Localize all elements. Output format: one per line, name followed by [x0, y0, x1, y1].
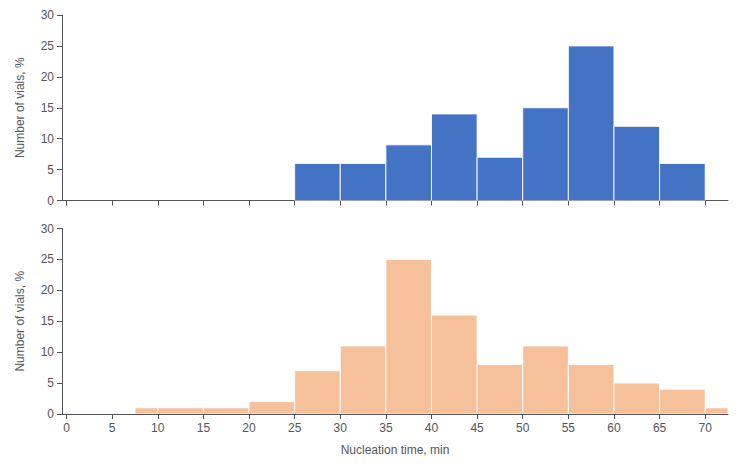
svg-text:35: 35	[379, 421, 393, 435]
svg-text:25: 25	[288, 421, 302, 435]
svg-text:Number of vials, %: Number of vials, %	[13, 57, 27, 158]
svg-text:30: 30	[41, 222, 55, 236]
svg-text:20: 20	[41, 283, 55, 297]
svg-text:20: 20	[41, 70, 55, 84]
svg-text:45: 45	[470, 421, 484, 435]
svg-text:Nucleation time, min: Nucleation time, min	[341, 443, 450, 457]
svg-text:40: 40	[425, 421, 439, 435]
svg-text:25: 25	[41, 252, 55, 266]
svg-text:55: 55	[562, 421, 576, 435]
svg-text:5: 5	[47, 376, 54, 390]
svg-text:0: 0	[47, 194, 54, 208]
svg-text:50: 50	[516, 421, 530, 435]
svg-text:65: 65	[653, 421, 667, 435]
svg-text:0: 0	[63, 421, 70, 435]
svg-text:0: 0	[47, 407, 54, 421]
svg-text:15: 15	[41, 314, 55, 328]
svg-text:15: 15	[41, 101, 55, 115]
svg-text:5: 5	[47, 163, 54, 177]
svg-text:10: 10	[41, 345, 55, 359]
svg-text:25: 25	[41, 39, 55, 53]
svg-text:5: 5	[109, 421, 116, 435]
svg-text:30: 30	[334, 421, 348, 435]
svg-text:15: 15	[197, 421, 211, 435]
svg-text:10: 10	[41, 132, 55, 146]
svg-text:Number of vials, %: Number of vials, %	[13, 271, 27, 372]
svg-text:20: 20	[242, 421, 256, 435]
svg-text:30: 30	[41, 8, 55, 22]
svg-text:10: 10	[151, 421, 165, 435]
svg-text:60: 60	[607, 421, 621, 435]
svg-text:70: 70	[699, 421, 713, 435]
